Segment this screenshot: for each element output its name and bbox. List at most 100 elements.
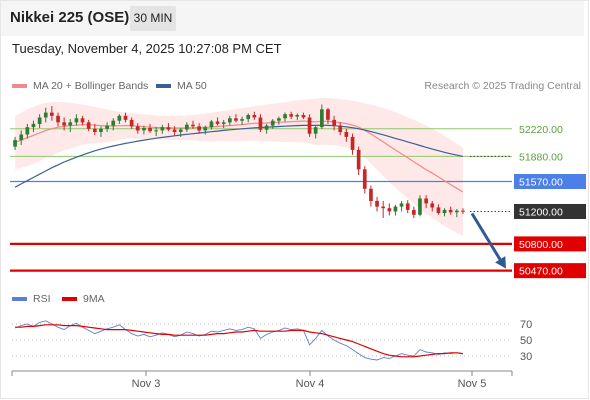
level-tag-bg-3 bbox=[514, 203, 586, 219]
legend-9ma: 9MA bbox=[62, 293, 105, 305]
rsi-legend-label: RSI bbox=[33, 293, 51, 305]
candle-body bbox=[455, 210, 459, 213]
candle-body bbox=[418, 198, 422, 215]
candle-body bbox=[148, 128, 152, 132]
level-tag-0: 52220.00 bbox=[519, 124, 563, 136]
timeframe-button[interactable]: 30 MIN bbox=[130, 6, 176, 31]
candle-body bbox=[221, 122, 226, 124]
candle-body bbox=[86, 122, 91, 129]
rsi-tick-30: 30 bbox=[520, 351, 532, 363]
candle-body bbox=[56, 115, 60, 123]
candle-body bbox=[277, 118, 281, 121]
candle-body bbox=[13, 140, 17, 147]
candle-body bbox=[228, 118, 232, 123]
candle-body bbox=[387, 208, 392, 212]
candle-body bbox=[166, 127, 171, 130]
forecast-arrow-head bbox=[495, 256, 506, 269]
ma50-swatch bbox=[156, 84, 171, 88]
candle-body bbox=[123, 115, 128, 120]
x-tick-label: Nov 3 bbox=[132, 378, 161, 390]
candle-body bbox=[172, 129, 177, 132]
candle-body bbox=[117, 115, 122, 121]
ma20-legend-label: MA 20 + Bollinger Bands bbox=[33, 80, 149, 92]
ma9-line bbox=[15, 324, 463, 358]
candle-body bbox=[209, 121, 214, 128]
timestamp-subtitle: Tuesday, November 4, 2025 10:27:08 PM CE… bbox=[12, 41, 282, 56]
credit-text: Research © 2025 Trading Central bbox=[424, 80, 581, 92]
candle-body bbox=[399, 203, 404, 207]
chart-header bbox=[0, 0, 584, 36]
candle-body bbox=[240, 119, 244, 121]
candle-body bbox=[344, 132, 349, 137]
candle-body bbox=[37, 117, 42, 124]
candle-body bbox=[99, 128, 103, 132]
candle-body bbox=[234, 118, 238, 121]
candle-body bbox=[258, 117, 263, 130]
legend-ma50: MA 50 bbox=[156, 80, 207, 92]
candle-body bbox=[362, 169, 367, 189]
candle-body bbox=[185, 124, 189, 130]
forecast-arrow-shaft bbox=[470, 212, 504, 264]
candle-body bbox=[191, 124, 195, 127]
candle-body bbox=[356, 149, 361, 170]
candle-body bbox=[25, 127, 30, 135]
candle-body bbox=[93, 128, 97, 132]
candle-body bbox=[246, 115, 251, 120]
candle-body bbox=[19, 134, 24, 141]
ma9-legend-label: 9MA bbox=[83, 293, 105, 305]
candle-body bbox=[50, 112, 54, 116]
candle-body bbox=[43, 112, 48, 118]
candle-body bbox=[178, 129, 183, 132]
x-tick-label: Nov 5 bbox=[458, 378, 487, 390]
candle-body bbox=[448, 209, 453, 213]
instrument-title: Nikkei 225 (OSE) bbox=[10, 9, 130, 26]
candle-body bbox=[430, 203, 435, 208]
level-tag-1: 51880.00 bbox=[519, 151, 563, 163]
candle-body bbox=[332, 119, 336, 126]
candle-body bbox=[350, 136, 355, 150]
candle-body bbox=[105, 125, 109, 129]
level-tag-5: 50470.00 bbox=[519, 266, 563, 278]
candle-body bbox=[62, 122, 66, 126]
candle-body bbox=[338, 125, 343, 133]
candle-body bbox=[160, 127, 165, 131]
candle-body bbox=[264, 125, 269, 130]
candle-body bbox=[412, 209, 416, 215]
candle-body bbox=[203, 127, 208, 131]
bollinger-band-area bbox=[15, 98, 463, 237]
candle-body bbox=[68, 122, 73, 126]
candle-body bbox=[142, 128, 146, 131]
candle-body bbox=[31, 123, 36, 128]
candle-body bbox=[111, 120, 116, 126]
candle-body bbox=[369, 188, 373, 201]
rsi-swatch bbox=[12, 297, 27, 301]
level-tag-bg-4 bbox=[514, 236, 586, 252]
candle-body bbox=[307, 117, 312, 134]
candle-body bbox=[313, 127, 318, 134]
candle-body bbox=[80, 118, 85, 123]
ma50-legend-label: MA 50 bbox=[177, 80, 207, 92]
level-tag-2: 51570.00 bbox=[519, 176, 563, 188]
x-tick-label: Nov 4 bbox=[296, 378, 325, 390]
legend-rsi: RSI bbox=[12, 293, 51, 305]
candle-body bbox=[405, 203, 410, 210]
rsi-tick-70: 70 bbox=[520, 319, 532, 331]
ma50-line bbox=[14, 124, 464, 188]
candle-body bbox=[301, 115, 306, 118]
ma9-swatch bbox=[62, 297, 77, 301]
candle-body bbox=[197, 126, 201, 131]
ma20-swatch bbox=[12, 84, 27, 88]
candle-body bbox=[326, 109, 330, 120]
candle-body bbox=[74, 118, 79, 123]
candle-body bbox=[289, 114, 293, 117]
candle-body bbox=[295, 115, 300, 117]
candle-body bbox=[283, 114, 287, 119]
candle-body bbox=[393, 206, 398, 212]
rsi-line bbox=[14, 320, 463, 361]
candle-body bbox=[381, 206, 385, 209]
level-tag-3: 51200.00 bbox=[519, 206, 563, 218]
legend-ma20: MA 20 + Bollinger Bands bbox=[12, 80, 148, 92]
level-tag-4: 50800.00 bbox=[519, 239, 563, 251]
